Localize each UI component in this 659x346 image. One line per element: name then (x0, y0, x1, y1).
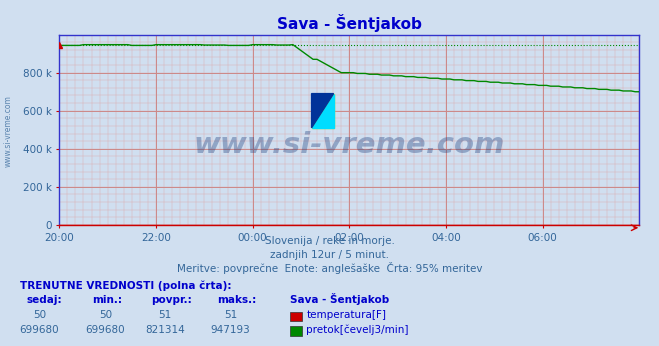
Text: povpr.:: povpr.: (152, 295, 192, 306)
Text: 699680: 699680 (20, 325, 59, 335)
Text: 947193: 947193 (211, 325, 250, 335)
Text: sedaj:: sedaj: (26, 295, 62, 306)
Text: 699680: 699680 (86, 325, 125, 335)
Text: maks.:: maks.: (217, 295, 257, 306)
Text: Sava - Šentjakob: Sava - Šentjakob (290, 293, 389, 306)
Polygon shape (312, 93, 333, 128)
Text: TRENUTNE VREDNOSTI (polna črta):: TRENUTNE VREDNOSTI (polna črta): (20, 280, 231, 291)
Text: 51: 51 (158, 310, 171, 320)
Text: www.si-vreme.com: www.si-vreme.com (3, 95, 13, 167)
Text: 50: 50 (33, 310, 46, 320)
Bar (312, 93, 333, 128)
Text: pretok[čevelj3/min]: pretok[čevelj3/min] (306, 324, 409, 335)
Text: 51: 51 (224, 310, 237, 320)
Polygon shape (312, 93, 333, 128)
Text: Slovenija / reke in morje.: Slovenija / reke in morje. (264, 236, 395, 246)
Text: temperatura[F]: temperatura[F] (306, 310, 386, 320)
Text: 50: 50 (99, 310, 112, 320)
Text: 821314: 821314 (145, 325, 185, 335)
Text: zadnjih 12ur / 5 minut.: zadnjih 12ur / 5 minut. (270, 250, 389, 260)
Text: min.:: min.: (92, 295, 123, 306)
Title: Sava - Šentjakob: Sava - Šentjakob (277, 14, 422, 32)
Text: Meritve: povprečne  Enote: anglešaške  Črta: 95% meritev: Meritve: povprečne Enote: anglešaške Črt… (177, 262, 482, 274)
Text: www.si-vreme.com: www.si-vreme.com (194, 131, 505, 159)
